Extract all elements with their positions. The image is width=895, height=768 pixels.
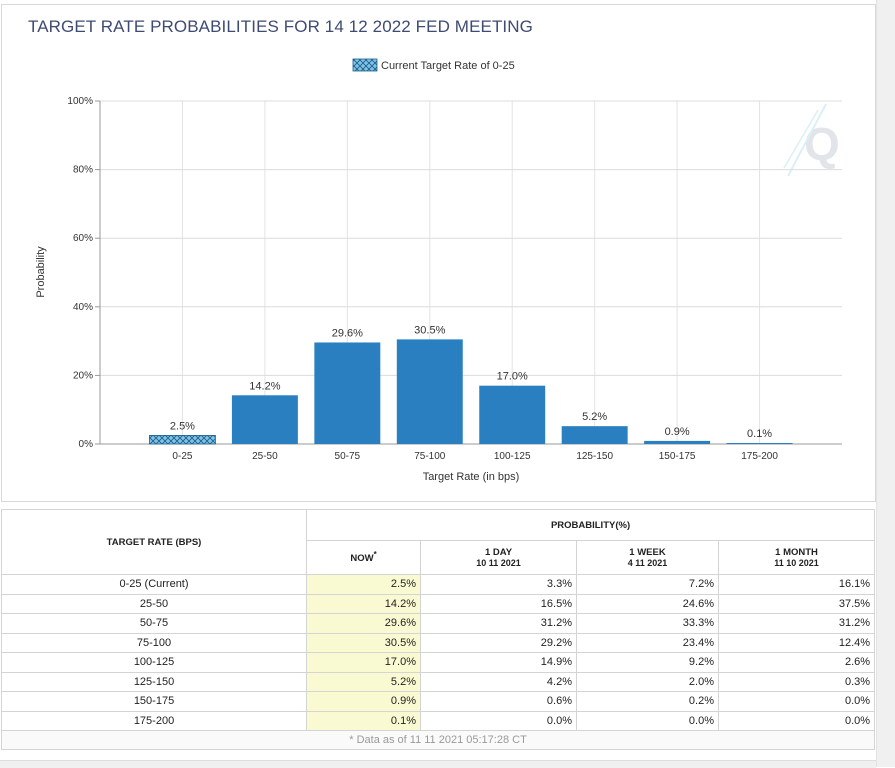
x-tick-label: 75-100 [414,451,446,462]
bar[interactable] [726,443,793,444]
row-rate: 25-50 [1,593,307,614]
row-now: 0.1% [306,710,421,731]
bar[interactable] [231,395,298,444]
row-1-month: 2.6% [717,652,876,673]
row-now: 2.5% [306,574,421,595]
y-tick-label: 0% [79,439,94,450]
row-1-month: 0.0% [717,691,876,712]
y-tick-label: 20% [73,370,93,381]
table-row: 50-75 29.6% 31.2% 33.3% 31.2% [1,613,876,634]
row-1-week: 33.3% [576,613,719,634]
row-1-month: 0.3% [717,671,876,692]
row-1-day: 16.5% [420,593,577,614]
row-rate: 0-25 (Current) [1,574,307,595]
vertical-scrollbar[interactable] [876,0,895,767]
x-tick-label: 50-75 [335,451,361,462]
row-rate: 125-150 [1,671,307,692]
row-1-month: 37.5% [717,593,876,614]
x-tick-label: 100-125 [494,451,531,462]
row-1-week: 0.2% [576,691,719,712]
bar-value-label: 0.1% [747,428,772,440]
header-now: NOW* [306,540,421,575]
bar-value-label: 30.5% [414,324,445,336]
bar-value-label: 14.2% [249,380,280,392]
table-row: 0-25 (Current) 2.5% 3.3% 7.2% 16.1% [1,574,876,595]
table-row: 100-125 17.0% 14.9% 9.2% 2.6% [1,652,876,673]
y-tick-label: 80% [73,165,93,176]
watermark-logo-icon: Q [783,103,840,177]
bar[interactable] [396,339,463,444]
x-tick-label: 150-175 [659,451,696,462]
horizontal-scrollbar[interactable] [0,760,876,768]
row-now: 5.2% [306,671,421,692]
header-target-rate: TARGET RATE (BPS) [1,509,307,575]
chart-title: TARGET RATE PROBABILITIES FOR 14 12 2022… [28,17,533,36]
row-1-week: 0.0% [576,710,719,731]
row-1-day: 31.2% [420,613,577,634]
probability-bar-chart: Current Target Rate of 0-25 Q 0% 20% 40% 60… [35,58,842,483]
row-1-day: 0.0% [420,710,577,731]
row-1-week: 2.0% [576,671,719,692]
row-1-day: 0.6% [420,691,577,712]
row-1-week: 24.6% [576,593,719,614]
x-tick-label: 175-200 [741,451,778,462]
legend-swatch [352,58,378,72]
y-tick-label: 60% [73,233,93,244]
row-now: 0.9% [306,691,421,712]
table-row: 25-50 14.2% 16.5% 24.6% 37.5% [1,593,876,614]
footnote: * Data as of 11 11 2021 05:17:28 CT [0,730,876,750]
bar[interactable] [561,426,628,444]
header-probability: PROBABILITY(%) [305,509,876,541]
row-1-week: 7.2% [576,574,719,595]
x-tick-label: 0-25 [172,451,192,462]
y-tick-label: 100% [67,96,93,107]
bar[interactable] [644,440,711,444]
row-1-day: 14.9% [420,652,577,673]
table-row: 150-175 0.9% 0.6% 0.2% 0.0% [1,691,876,712]
row-now: 29.6% [306,613,421,634]
bar[interactable] [479,385,546,444]
row-now: 17.0% [306,652,421,673]
table-row: 75-100 30.5% 29.2% 23.4% 12.4% [1,632,876,653]
row-1-day: 29.2% [420,632,577,653]
bar-value-label: 17.0% [497,371,528,383]
x-tick-label: 25-50 [252,451,278,462]
probability-table-container: TARGET RATE (BPS) PROBABILITY(%) NOW* 1 … [0,509,876,750]
probability-table: TARGET RATE (BPS) PROBABILITY(%) NOW* 1 … [0,509,876,750]
header-1-month: 1 MONTH 11 10 2021 [717,540,876,575]
bar-value-label: 2.5% [170,420,195,432]
row-rate: 50-75 [1,613,307,634]
table-row: 125-150 5.2% 4.2% 2.0% 0.3% [1,671,876,692]
bar-value-label: 29.6% [332,327,363,339]
bar-value-label: 5.2% [582,411,607,423]
row-1-month: 16.1% [717,574,876,595]
legend-label: Current Target Rate of 0-25 [381,60,515,72]
x-axis-title: Target Rate (in bps) [423,471,520,483]
y-axis-title: Probability [35,246,47,298]
row-now: 30.5% [306,632,421,653]
header-1-day: 1 DAY 10 11 2021 [420,540,577,575]
bar-value-label: 0.9% [665,426,690,438]
table-row: 175-200 0.1% 0.0% 0.0% 0.0% [1,710,876,731]
header-1-week: 1 WEEK 4 11 2021 [576,540,719,575]
row-1-week: 23.4% [576,632,719,653]
row-1-month: 12.4% [717,632,876,653]
row-rate: 175-200 [1,710,307,731]
x-tick-label: 125-150 [576,451,613,462]
row-1-month: 0.0% [717,710,876,731]
bar[interactable] [314,342,381,444]
row-rate: 100-125 [1,652,307,673]
bar-current-target-rate[interactable] [149,435,216,445]
svg-text:Q: Q [804,118,840,170]
row-rate: 75-100 [1,632,307,653]
row-1-day: 3.3% [420,574,577,595]
row-1-month: 31.2% [717,613,876,634]
row-now: 14.2% [306,593,421,614]
row-1-day: 4.2% [420,671,577,692]
row-rate: 150-175 [1,691,307,712]
y-tick-label: 40% [73,302,93,313]
row-1-week: 9.2% [576,652,719,673]
